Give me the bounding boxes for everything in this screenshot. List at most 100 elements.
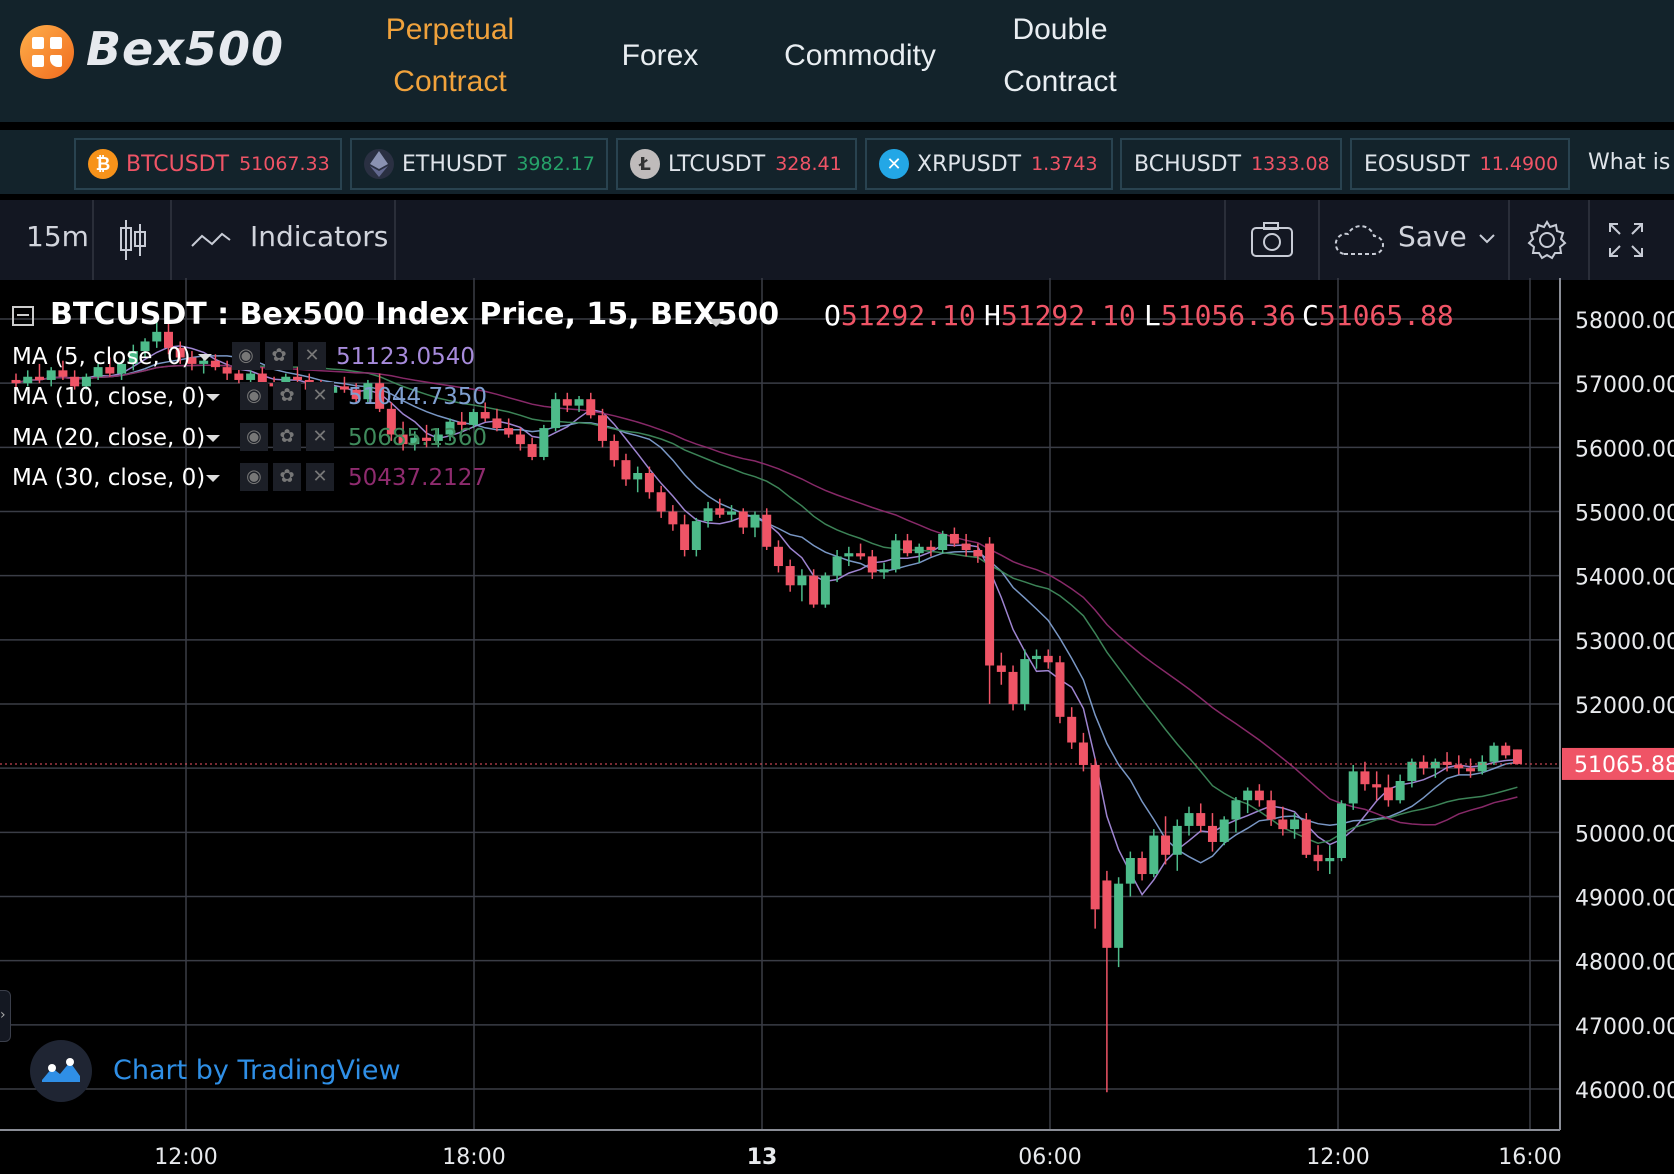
legend-toggle-icon[interactable]: [12, 306, 34, 326]
nav-commodity[interactable]: Commodity: [760, 30, 960, 82]
candle-body: [949, 533, 959, 544]
candle-body: [140, 341, 150, 352]
ticker-bchusdt[interactable]: BCHUSDT 1333.08: [1120, 138, 1342, 190]
ma-5-label[interactable]: MA (5, close, 0): [12, 344, 191, 370]
candle-body: [1184, 813, 1194, 826]
ticker-xrpusdt[interactable]: ✕ XRPUSDT 1.3743: [865, 138, 1113, 190]
chevron-down-icon[interactable]: [206, 435, 220, 442]
x-tick-label: 12:00: [154, 1145, 217, 1170]
ticker-symbol: ETHUSDT: [402, 151, 507, 177]
candle-body: [422, 437, 432, 441]
chart-grid: [0, 278, 1560, 1130]
eye-icon[interactable]: ◉: [240, 423, 268, 451]
chevron-down-icon[interactable]: [708, 314, 724, 333]
candle-body: [1430, 761, 1440, 769]
close-icon[interactable]: ✕: [298, 342, 326, 370]
nav-label-line2: Contract: [393, 65, 507, 98]
gear-icon[interactable]: ✿: [273, 463, 301, 491]
candle-body: [1207, 825, 1217, 842]
eye-icon[interactable]: ◉: [240, 463, 268, 491]
candle-body: [433, 434, 443, 441]
price-chart[interactable]: 58000.00 57000.00 56000.00 55000.00 54000.00…: [0, 278, 1674, 1174]
candle-body: [1466, 768, 1476, 772]
candle-body: [375, 383, 385, 409]
candle-body: [879, 569, 889, 573]
tradingview-logo-icon[interactable]: [30, 1040, 92, 1102]
ohlc-close: C51065.88: [1302, 299, 1454, 332]
ohlc-open: O51292.10: [824, 299, 976, 332]
candle-body: [609, 440, 619, 461]
candle-body: [785, 566, 795, 586]
last-price-badge: [1562, 747, 1674, 780]
candle-body: [902, 540, 912, 554]
save-button[interactable]: Save: [1398, 220, 1467, 253]
candle-body: [1008, 671, 1018, 704]
chevron-down-icon[interactable]: [198, 354, 212, 361]
ma-30-label[interactable]: MA (30, close, 0): [12, 465, 206, 491]
candle-body: [973, 550, 983, 557]
nav-forex[interactable]: Forex: [590, 30, 730, 82]
chevron-down-icon[interactable]: [1478, 230, 1496, 249]
candle-body: [1114, 883, 1124, 948]
ticker-eosusdt[interactable]: EOSUSDT 11.4900: [1350, 138, 1570, 190]
x-tick-label: 18:00: [442, 1145, 505, 1170]
indicators-button[interactable]: Indicators: [250, 220, 389, 253]
top-nav: Bex500 Perpetual Contract Forex Commodit…: [0, 0, 1674, 122]
what-is-link[interactable]: What is: [1588, 150, 1671, 175]
candle-body: [1043, 655, 1053, 663]
candle-body: [1172, 825, 1182, 855]
chart-axes: 58000.00 57000.00 56000.00 55000.00 54000.00…: [0, 278, 1674, 1170]
eye-icon[interactable]: ◉: [232, 342, 260, 370]
ma-5-value: 51123.0540: [336, 344, 476, 370]
candle-body: [210, 360, 220, 368]
candle-body: [691, 521, 701, 550]
candle-body: [1254, 790, 1264, 801]
toolbar-divider: [92, 200, 94, 280]
chevron-down-icon[interactable]: [206, 394, 220, 401]
gear-icon[interactable]: [1526, 219, 1568, 265]
candle-body: [574, 399, 584, 406]
ohlc-value: 51292.10: [1000, 299, 1136, 332]
indicators-icon[interactable]: [190, 228, 232, 256]
gear-icon[interactable]: ✿: [273, 423, 301, 451]
ma-20-label[interactable]: MA (20, close, 0): [12, 425, 206, 451]
cloud-icon[interactable]: [1334, 222, 1384, 262]
candle-body: [128, 351, 138, 364]
candle-body: [363, 383, 373, 400]
gear-icon[interactable]: ✿: [265, 342, 293, 370]
ohlc-label: O: [824, 299, 841, 332]
gear-icon[interactable]: ✿: [273, 382, 301, 410]
nav-perpetual-contract[interactable]: Perpetual Contract: [360, 4, 540, 108]
eye-icon[interactable]: ◉: [240, 382, 268, 410]
interval-button[interactable]: 15m: [26, 220, 89, 253]
candle-body: [820, 575, 830, 605]
fullscreen-icon[interactable]: [1608, 222, 1644, 262]
nav-double-contract[interactable]: Double Contract: [980, 4, 1140, 108]
close-icon[interactable]: ✕: [306, 423, 334, 451]
candle-body: [23, 376, 33, 384]
candle-body: [680, 524, 690, 550]
ticker-btcusdt[interactable]: ₿ BTCUSDT 51067.33: [74, 138, 342, 190]
candle-body: [175, 347, 185, 358]
candle-body: [468, 412, 478, 425]
candle-style-icon[interactable]: [118, 218, 148, 262]
candle-body: [1161, 835, 1171, 855]
chevron-down-icon[interactable]: [206, 475, 220, 482]
close-icon[interactable]: ✕: [306, 382, 334, 410]
ticker-ethusdt[interactable]: ETHUSDT 3982.17: [350, 138, 608, 190]
candle-body: [891, 540, 901, 570]
nav-label-line2: Contract: [1003, 65, 1117, 98]
ohlc-label: L: [1144, 299, 1161, 332]
brand-name[interactable]: Bex500: [86, 22, 284, 76]
side-panel-toggle[interactable]: ›: [0, 990, 11, 1042]
close-icon[interactable]: ✕: [306, 463, 334, 491]
chart-by-tradingview-link[interactable]: Chart by TradingView: [113, 1055, 401, 1086]
bex500-logo-icon[interactable]: [20, 25, 74, 79]
x-tick-label: 13: [747, 1145, 778, 1170]
camera-icon[interactable]: [1250, 220, 1294, 264]
ticker-ltcusdt[interactable]: Ł LTCUSDT 328.41: [616, 138, 857, 190]
candle-body: [58, 370, 68, 377]
nav-label-line1: Perpetual: [385, 13, 515, 46]
ma-10-label[interactable]: MA (10, close, 0): [12, 384, 206, 410]
candle-body: [1395, 781, 1405, 801]
